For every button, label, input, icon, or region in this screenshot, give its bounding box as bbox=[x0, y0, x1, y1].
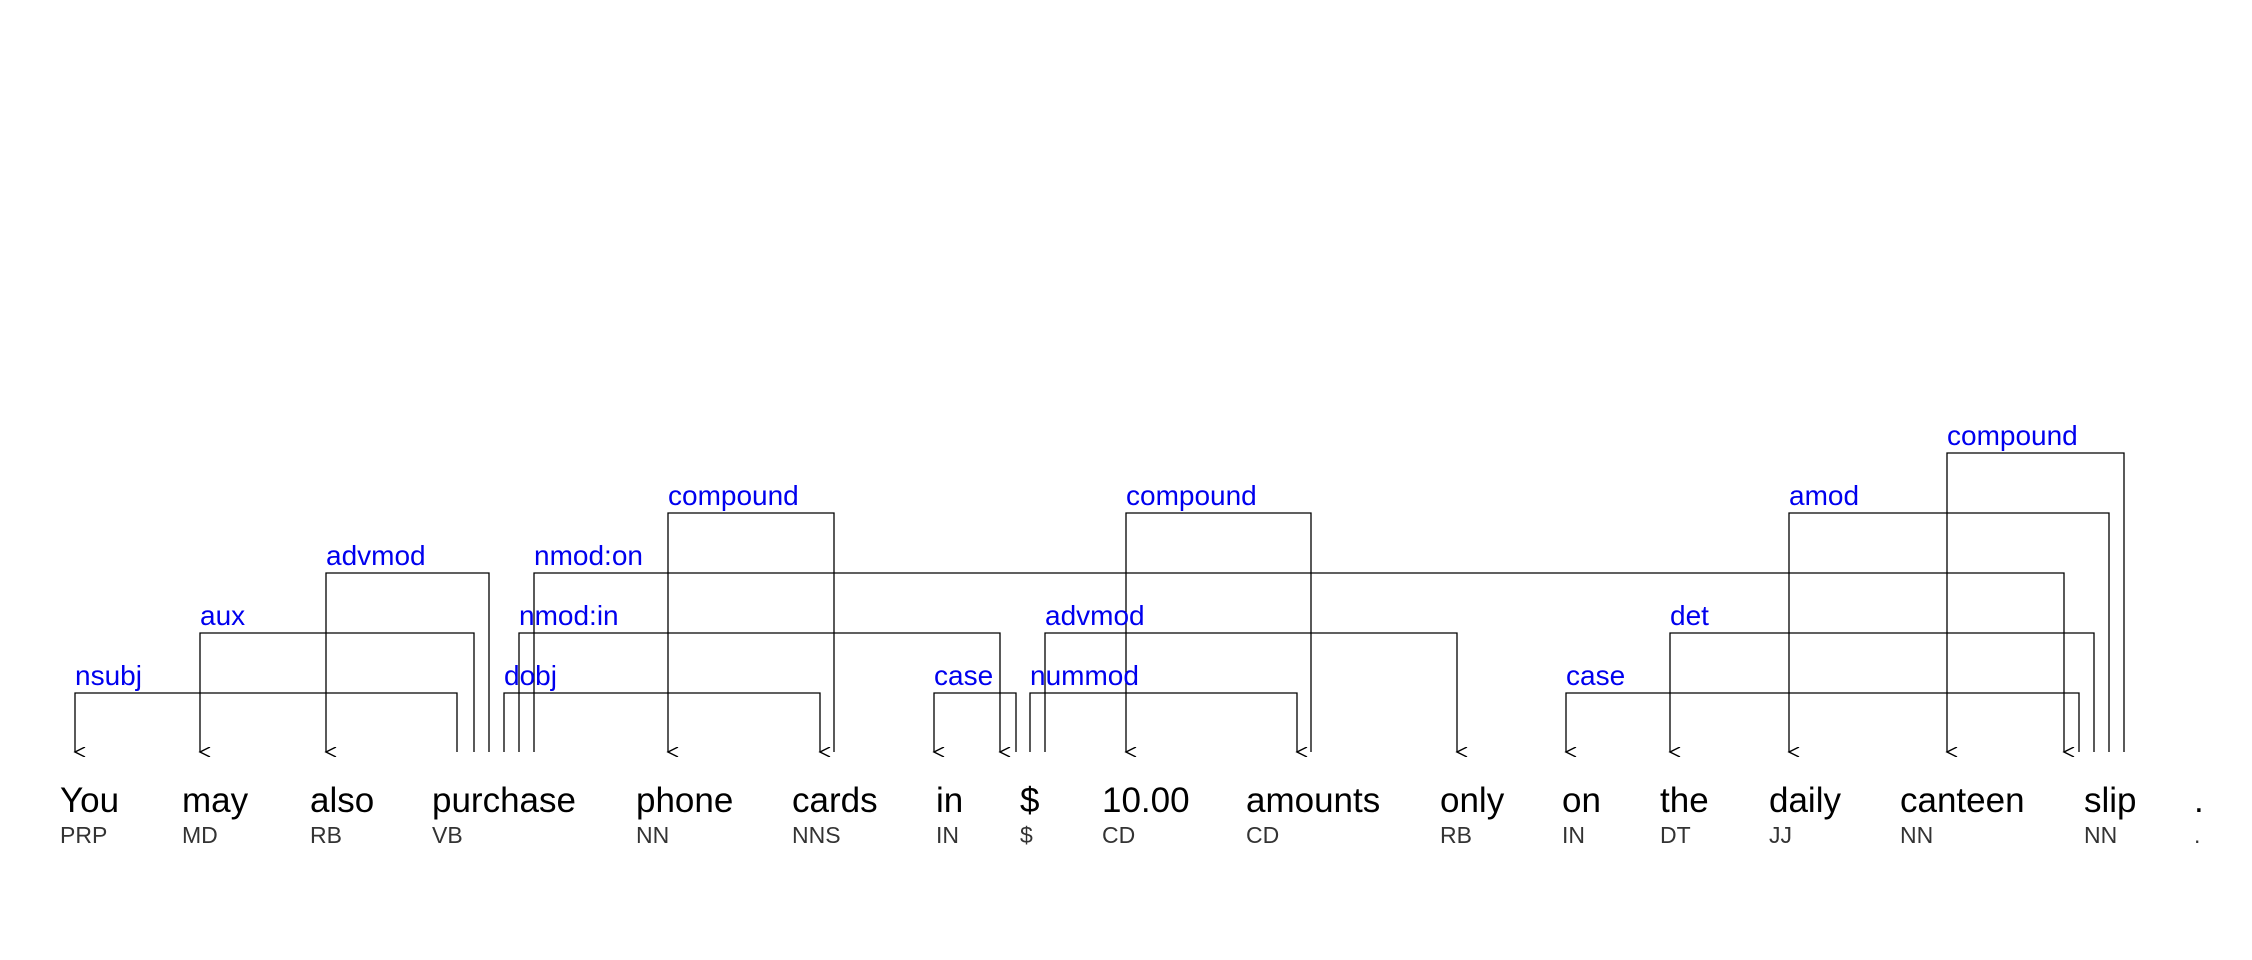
token-pos-tag: NNS bbox=[792, 822, 841, 848]
dependency-arc bbox=[668, 512, 835, 752]
token-pos-tag: CD bbox=[1102, 822, 1135, 848]
sentence-tokens: YouPRPmayMDalsoRBpurchaseVBphoneNNcardsN… bbox=[60, 781, 2204, 848]
dependency-arcs bbox=[75, 452, 2125, 752]
dependency-arc bbox=[326, 572, 490, 752]
token-word: on bbox=[1562, 781, 1601, 820]
relation-label: case bbox=[1566, 660, 1625, 691]
token-word: slip bbox=[2084, 781, 2137, 820]
relation-label: compound bbox=[1947, 420, 2078, 451]
token-word: cards bbox=[792, 781, 878, 820]
relation-label: advmod bbox=[326, 540, 426, 571]
token-pos-tag: RB bbox=[1440, 822, 1472, 848]
dependency-arc bbox=[1126, 512, 1312, 752]
dependency-arc bbox=[1789, 512, 2110, 752]
token-pos-tag: RB bbox=[310, 822, 342, 848]
relation-label: nsubj bbox=[75, 660, 142, 691]
dependency-arc bbox=[1947, 452, 2125, 752]
dependency-arc bbox=[934, 692, 1017, 752]
token-pos-tag: JJ bbox=[1769, 822, 1792, 848]
token-pos-tag: NN bbox=[2084, 822, 2117, 848]
dependency-arc bbox=[75, 692, 458, 752]
token-word: amounts bbox=[1246, 781, 1380, 820]
token-word: phone bbox=[636, 781, 733, 820]
relation-label: nmod:in bbox=[519, 600, 619, 631]
dependency-arc bbox=[503, 692, 820, 752]
dependency-arc bbox=[1044, 632, 1457, 752]
relation-label: nmod:on bbox=[534, 540, 643, 571]
token-word: $ bbox=[1020, 781, 1039, 820]
token-word: purchase bbox=[432, 781, 576, 820]
dependency-arc bbox=[1670, 632, 2095, 752]
relation-label: compound bbox=[668, 480, 799, 511]
relation-label: dobj bbox=[504, 660, 557, 691]
token-pos-tag: IN bbox=[1562, 822, 1585, 848]
relation-label: case bbox=[934, 660, 993, 691]
token-word: 10.00 bbox=[1102, 781, 1190, 820]
relation-label: compound bbox=[1126, 480, 1257, 511]
token-pos-tag: NN bbox=[1900, 822, 1933, 848]
relation-label: det bbox=[1670, 600, 1709, 631]
token-pos-tag: NN bbox=[636, 822, 669, 848]
token-word: . bbox=[2194, 781, 2204, 820]
token-pos-tag: CD bbox=[1246, 822, 1279, 848]
relation-label: aux bbox=[200, 600, 245, 631]
token-pos-tag: MD bbox=[182, 822, 218, 848]
token-pos-tag: VB bbox=[432, 822, 463, 848]
token-pos-tag: . bbox=[2194, 822, 2200, 848]
relation-label: nummod bbox=[1030, 660, 1139, 691]
token-word: canteen bbox=[1900, 781, 2025, 820]
relation-label: amod bbox=[1789, 480, 1859, 511]
token-word: may bbox=[182, 781, 249, 820]
dependency-arc bbox=[200, 632, 475, 752]
relation-labels: nsubj aux advmod dobj nmod:in nmod:on compound… bbox=[75, 420, 2078, 691]
dependency-arc bbox=[1029, 692, 1297, 752]
token-pos-tag: $ bbox=[1020, 822, 1033, 848]
relation-label: advmod bbox=[1045, 600, 1145, 631]
dependency-arc bbox=[1566, 692, 2080, 752]
token-word: in bbox=[936, 781, 963, 820]
token-word: only bbox=[1440, 781, 1505, 820]
token-pos-tag: IN bbox=[936, 822, 959, 848]
token-word: You bbox=[60, 781, 119, 820]
token-word: daily bbox=[1769, 781, 1841, 820]
token-word: the bbox=[1660, 781, 1709, 820]
token-pos-tag: PRP bbox=[60, 822, 107, 848]
dependency-arc bbox=[533, 572, 2064, 752]
token-pos-tag: DT bbox=[1660, 822, 1691, 848]
token-word: also bbox=[310, 781, 374, 820]
